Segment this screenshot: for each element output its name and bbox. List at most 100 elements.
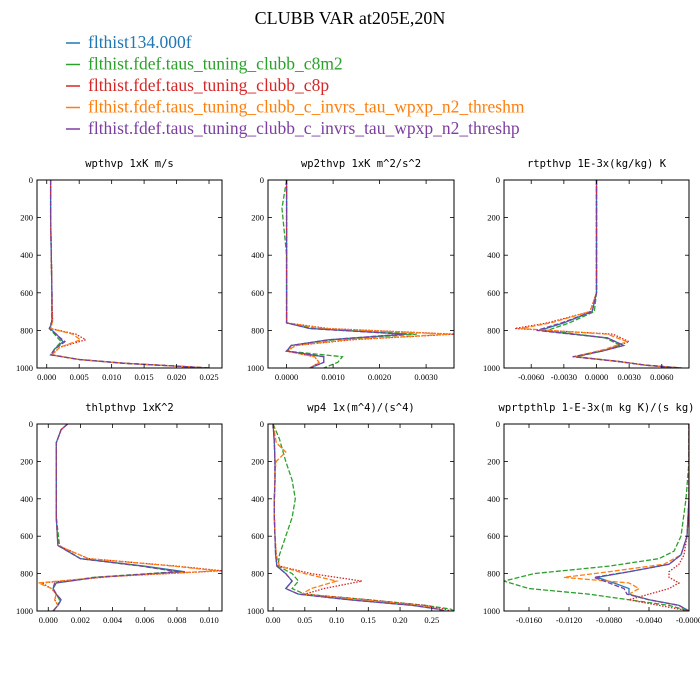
y-tick-label: 400	[251, 250, 264, 260]
x-tick-label: 0.008	[167, 615, 186, 625]
x-tick-label: 0.0030	[617, 372, 640, 382]
x-tick-label: 0.0000	[585, 372, 608, 382]
panel-title: wp4 1x(m^4)/(s^4)	[307, 402, 414, 414]
series-line	[272, 424, 454, 611]
series-line	[536, 180, 682, 368]
y-tick-label: 0	[496, 175, 500, 185]
x-tick-label: 0.004	[103, 615, 123, 625]
y-tick-label: 200	[487, 213, 500, 223]
y-tick-label: 800	[20, 569, 33, 579]
series-line	[52, 424, 186, 611]
x-tick-label: 0.0030	[414, 372, 437, 382]
y-tick-label: 800	[251, 325, 264, 335]
x-tick-label: 0.0020	[368, 372, 391, 382]
figure-title: CLUBB VAR at205E,20N	[255, 8, 446, 28]
series-line	[563, 424, 689, 611]
legend-label: flthist.fdef.taus_tuning_clubb_c8m2	[88, 54, 343, 74]
legend: flthist134.000fflthist.fdef.taus_tuning_…	[66, 32, 525, 138]
y-tick-label: 400	[251, 494, 264, 504]
x-tick-label: 0.10	[329, 615, 344, 625]
series-group	[48, 180, 210, 368]
plot-frame	[267, 179, 455, 369]
series-line	[272, 424, 445, 611]
y-tick-label: 400	[20, 250, 33, 260]
x-tick-label: 0.25	[424, 615, 439, 625]
legend-label: flthist.fdef.taus_tuning_clubb_c_invrs_t…	[88, 97, 525, 117]
y-tick-label: 1000	[247, 606, 264, 616]
y-tick-label: 600	[487, 531, 500, 541]
y-tick-label: 400	[20, 494, 33, 504]
x-tick-label: 0.002	[71, 615, 90, 625]
series-line	[285, 180, 403, 368]
series-group	[504, 424, 689, 611]
series-line	[520, 180, 682, 368]
y-tick-label: 1000	[16, 606, 33, 616]
plot-frame	[36, 423, 223, 612]
x-tick-label: 0.00	[266, 615, 281, 625]
series-line	[504, 424, 689, 611]
y-tick-label: 600	[251, 531, 264, 541]
panel-title: wp2thvp 1xK m^2/s^2	[301, 158, 421, 170]
y-tick-label: 800	[487, 569, 500, 579]
x-tick-label: 0.005	[70, 372, 89, 382]
panel: wprtpthlp 1-E-3x(m kg K)/(s kg) 0 200 400 60…	[483, 402, 700, 625]
series-line	[539, 180, 682, 368]
x-tick-label: 0.000	[39, 615, 58, 625]
x-tick-label: -0.0120	[556, 615, 582, 625]
series-line	[272, 424, 445, 611]
x-tick-label: 0.0010	[321, 372, 344, 382]
series-line	[514, 180, 682, 368]
legend-label: flthist.fdef.taus_tuning_clubb_c_invrs_t…	[88, 118, 520, 138]
y-tick-label: 200	[251, 456, 264, 466]
y-tick-label: 0	[496, 419, 500, 429]
x-tick-label: 0.05	[297, 615, 312, 625]
series-line	[52, 424, 181, 611]
x-tick-label: 0.000	[37, 372, 56, 382]
series-group	[281, 180, 454, 368]
series-line	[48, 180, 210, 368]
y-tick-label: 0	[260, 175, 264, 185]
plot-frame	[503, 423, 690, 612]
y-tick-label: 200	[20, 456, 33, 466]
y-tick-label: 600	[251, 288, 264, 298]
y-tick-label: 200	[251, 213, 264, 223]
x-tick-label: 0.010	[200, 615, 219, 625]
x-tick-label: 0.006	[135, 615, 154, 625]
series-line	[628, 424, 689, 611]
series-group	[38, 424, 222, 611]
x-tick-label: -0.0080	[596, 615, 622, 625]
y-tick-label: 800	[487, 325, 500, 335]
plot-frame	[36, 179, 223, 369]
series-line	[49, 180, 210, 368]
series-line	[284, 180, 450, 368]
x-tick-label: -0.0160	[516, 615, 542, 625]
x-tick-label: 0.20	[393, 615, 408, 625]
y-tick-label: 0	[260, 419, 264, 429]
y-tick-label: 200	[487, 456, 500, 466]
plot-frame	[267, 423, 455, 612]
y-tick-label: 1000	[16, 363, 33, 373]
y-tick-label: 0	[29, 175, 33, 185]
series-line	[284, 180, 454, 368]
y-tick-label: 800	[251, 569, 264, 579]
series-line	[39, 424, 222, 611]
series-line	[272, 424, 445, 611]
series-line	[547, 180, 682, 368]
x-tick-label: -0.0000	[676, 615, 700, 625]
y-tick-label: 1000	[483, 606, 500, 616]
panel-title: thlpthvp 1xK^2	[85, 402, 174, 414]
x-tick-label: 0.010	[102, 372, 121, 382]
series-line	[281, 180, 417, 368]
series-line	[272, 424, 452, 611]
y-tick-label: 1000	[247, 363, 264, 373]
series-line	[52, 424, 178, 611]
legend-label: flthist134.000f	[88, 32, 192, 52]
x-tick-label: -0.0040	[636, 615, 662, 625]
series-line	[48, 180, 210, 368]
panel: wpthvp 1xK m/s 0 200 400 600 800 1000 0.000 0.00…	[16, 158, 223, 382]
y-tick-label: 600	[20, 288, 33, 298]
panel-title: rtpthvp 1E-3x(kg/kg) K	[527, 158, 667, 170]
x-tick-label: -0.0030	[551, 372, 577, 382]
panel-title: wpthvp 1xK m/s	[85, 158, 174, 170]
